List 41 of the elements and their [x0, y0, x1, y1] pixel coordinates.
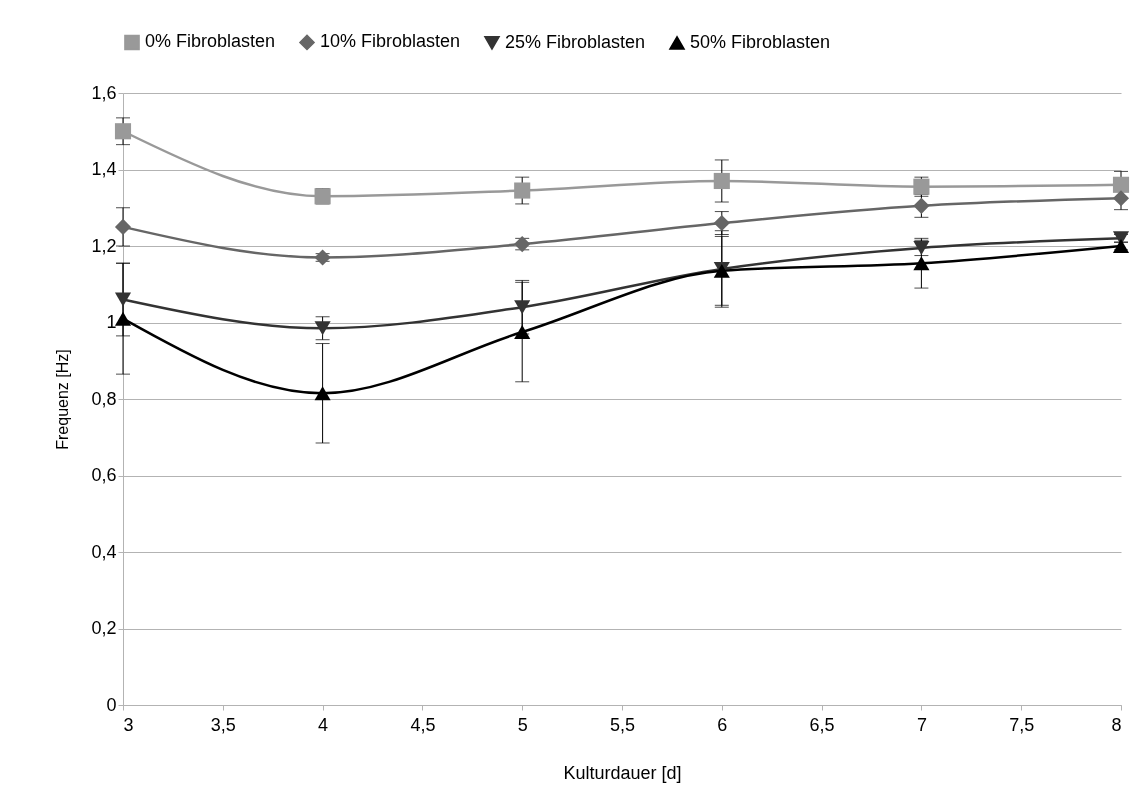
x-tick-label: 6,5: [809, 714, 835, 735]
point: [314, 386, 331, 401]
y-tick-label: 1,6: [91, 82, 117, 103]
point: [114, 292, 132, 307]
y-tick-label: 1: [106, 312, 117, 332]
legend-label: 0% Fibroblasten: [145, 31, 276, 52]
point: [913, 256, 930, 271]
point: [1112, 176, 1130, 193]
point: [1112, 190, 1130, 207]
y-axis-title: Frequenz [Hz]: [54, 349, 72, 450]
y-tick-label: 1,4: [91, 159, 117, 179]
x-tick-label: 4: [318, 714, 329, 735]
x-tick-label: 8: [1111, 714, 1122, 735]
y-tick-label: 0,2: [91, 618, 117, 638]
y-tick-label: 0,6: [91, 465, 117, 485]
point: [514, 300, 531, 315]
point: [514, 182, 531, 199]
x-axis-title: Kulturdauer [d]: [563, 762, 682, 783]
y-tick-label: 0: [106, 694, 117, 715]
point: [314, 321, 331, 336]
x-tick-label: 5,5: [609, 714, 636, 735]
x-tick-label: 3: [123, 714, 134, 735]
y-tick-label: 0,8: [91, 388, 117, 409]
y-tick-label: 1,2: [91, 235, 117, 256]
point: [713, 172, 730, 190]
point: [114, 218, 132, 235]
x-tick-label: 6: [717, 714, 728, 735]
x-tick-label: 7: [916, 714, 927, 735]
x-tick-label: 7,5: [1009, 714, 1035, 735]
legend-label: 50% Fibroblasten: [690, 31, 831, 52]
point: [514, 325, 531, 340]
point: [114, 311, 132, 326]
x-tick-label: 3,5: [210, 714, 236, 735]
point: [114, 123, 132, 140]
legend-label: 10% Fibroblasten: [320, 31, 461, 52]
x-tick-label: 5: [517, 714, 528, 735]
x-tick-label: 4,5: [410, 714, 436, 735]
point: [913, 197, 930, 214]
legend-label: 25% Fibroblasten: [505, 31, 646, 52]
y-tick-label: 0,4: [91, 541, 117, 562]
point: [314, 249, 331, 266]
